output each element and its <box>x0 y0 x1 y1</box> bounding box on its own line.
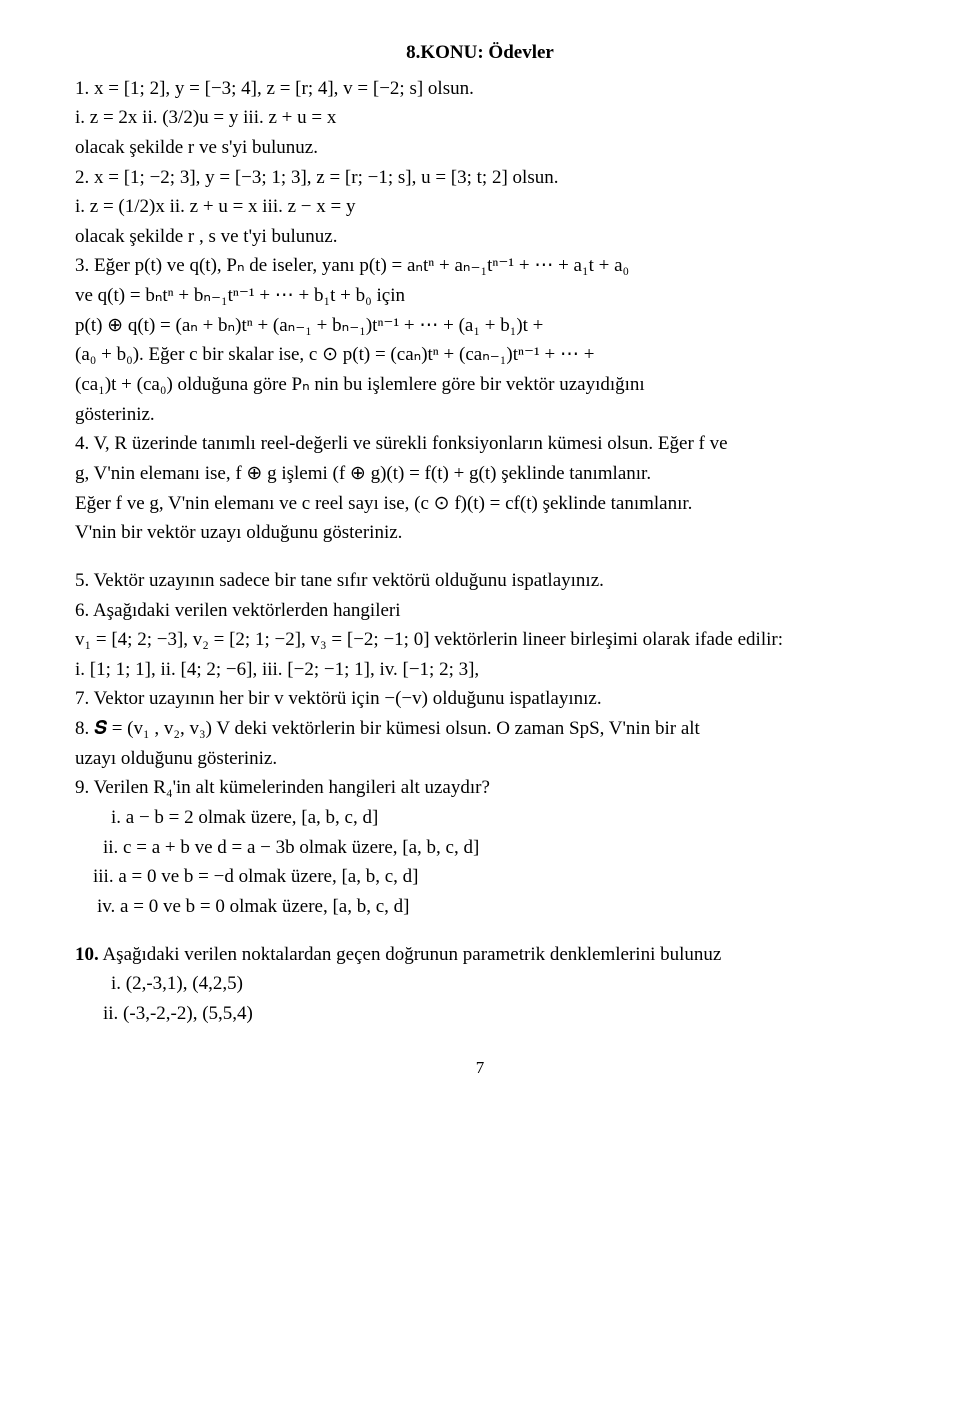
problem-1-follow: olacak şekilde r ve s'yi bulunuz. <box>75 135 885 161</box>
problem-9-ii: ii. c = a + b ve d = a − 3b olmak üzere,… <box>75 835 885 861</box>
problem-1-intro: 1. x = [1; 2], y = [−3; 4], z = [r; 4], … <box>75 76 885 102</box>
problem-3-line-d: (a₀ + b₀). Eğer c bir skalar ise, c ⊙ p(… <box>75 342 885 368</box>
problem-9: 9. Verilen R₄'in alt kümelerinden hangil… <box>75 775 885 801</box>
problem-5: 5. Vektör uzayının sadece bir tane sıfır… <box>75 568 885 594</box>
problem-8-line-b: uzayı olduğunu gösteriniz. <box>75 746 885 772</box>
problem-1-parts: i. z = 2x ii. (3/2)u = y iii. z + u = x <box>75 105 885 131</box>
problem-2-follow: olacak şekilde r , s ve t'yi bulunuz. <box>75 224 885 250</box>
problem-10-ii: ii. (-3,-2,-2), (5,5,4) <box>75 1001 885 1027</box>
spacer <box>75 550 885 564</box>
problem-6: 6. Aşağıdaki verilen vektörlerden hangil… <box>75 598 885 624</box>
problem-3-line-c: p(t) ⊕ q(t) = (aₙ + bₙ)tⁿ + (aₙ₋₁ + bₙ₋₁… <box>75 313 885 339</box>
problem-4-line-d: V'nin bir vektör uzayı olduğunu gösterin… <box>75 520 885 546</box>
problem-10-number: 10. <box>75 944 99 965</box>
problem-3-line-a: 3. Eğer p(t) ve q(t), Pₙ de iseler, yanı… <box>75 253 885 279</box>
problem-2-parts: i. z = (1/2)x ii. z + u = x iii. z − x =… <box>75 194 885 220</box>
problem-9-iv: iv. a = 0 ve b = 0 olmak üzere, [a, b, c… <box>75 894 885 920</box>
problem-4-line-b: g, V'nin elemanı ise, f ⊕ g işlemi (f ⊕ … <box>75 461 885 487</box>
problem-9-i: i. a − b = 2 olmak üzere, [a, b, c, d] <box>75 805 885 831</box>
problem-3-line-f: gösteriniz. <box>75 402 885 428</box>
page-title: 8.KONU: Ödevler <box>75 40 885 66</box>
problem-4-line-a: 4. V, R üzerinde tanımlı reel-değerli ve… <box>75 431 885 457</box>
problem-10-i: i. (2,-3,1), (4,2,5) <box>75 971 885 997</box>
problem-6-options: i. [1; 1; 1], ii. [4; 2; −6], iii. [−2; … <box>75 657 885 683</box>
problem-9-iii: iii. a = 0 ve b = −d olmak üzere, [a, b,… <box>75 864 885 890</box>
problem-8-line-a: 8. 𝑺 = (v₁ , v₂, v₃) V deki vektörlerin … <box>75 716 885 742</box>
problem-10: 10. Aşağıdaki verilen noktalardan geçen … <box>75 942 885 968</box>
problem-2-intro: 2. x = [1; −2; 3], y = [−3; 1; 3], z = [… <box>75 165 885 191</box>
spacer <box>75 924 885 938</box>
problem-6-vectors: v₁ = [4; 2; −3], v₂ = [2; 1; −2], v₃ = [… <box>75 627 885 653</box>
page-number: 7 <box>75 1057 885 1080</box>
problem-3-line-b: ve q(t) = bₙtⁿ + bₙ₋₁tⁿ⁻¹ + ⋯ + b₁t + b₀… <box>75 283 885 309</box>
problem-7: 7. Vektor uzayının her bir v vektörü içi… <box>75 686 885 712</box>
problem-4-line-c: Eğer f ve g, V'nin elemanı ve c reel say… <box>75 491 885 517</box>
problem-3-line-e: (ca₁)t + (ca₀) olduğuna göre Pₙ nin bu i… <box>75 372 885 398</box>
